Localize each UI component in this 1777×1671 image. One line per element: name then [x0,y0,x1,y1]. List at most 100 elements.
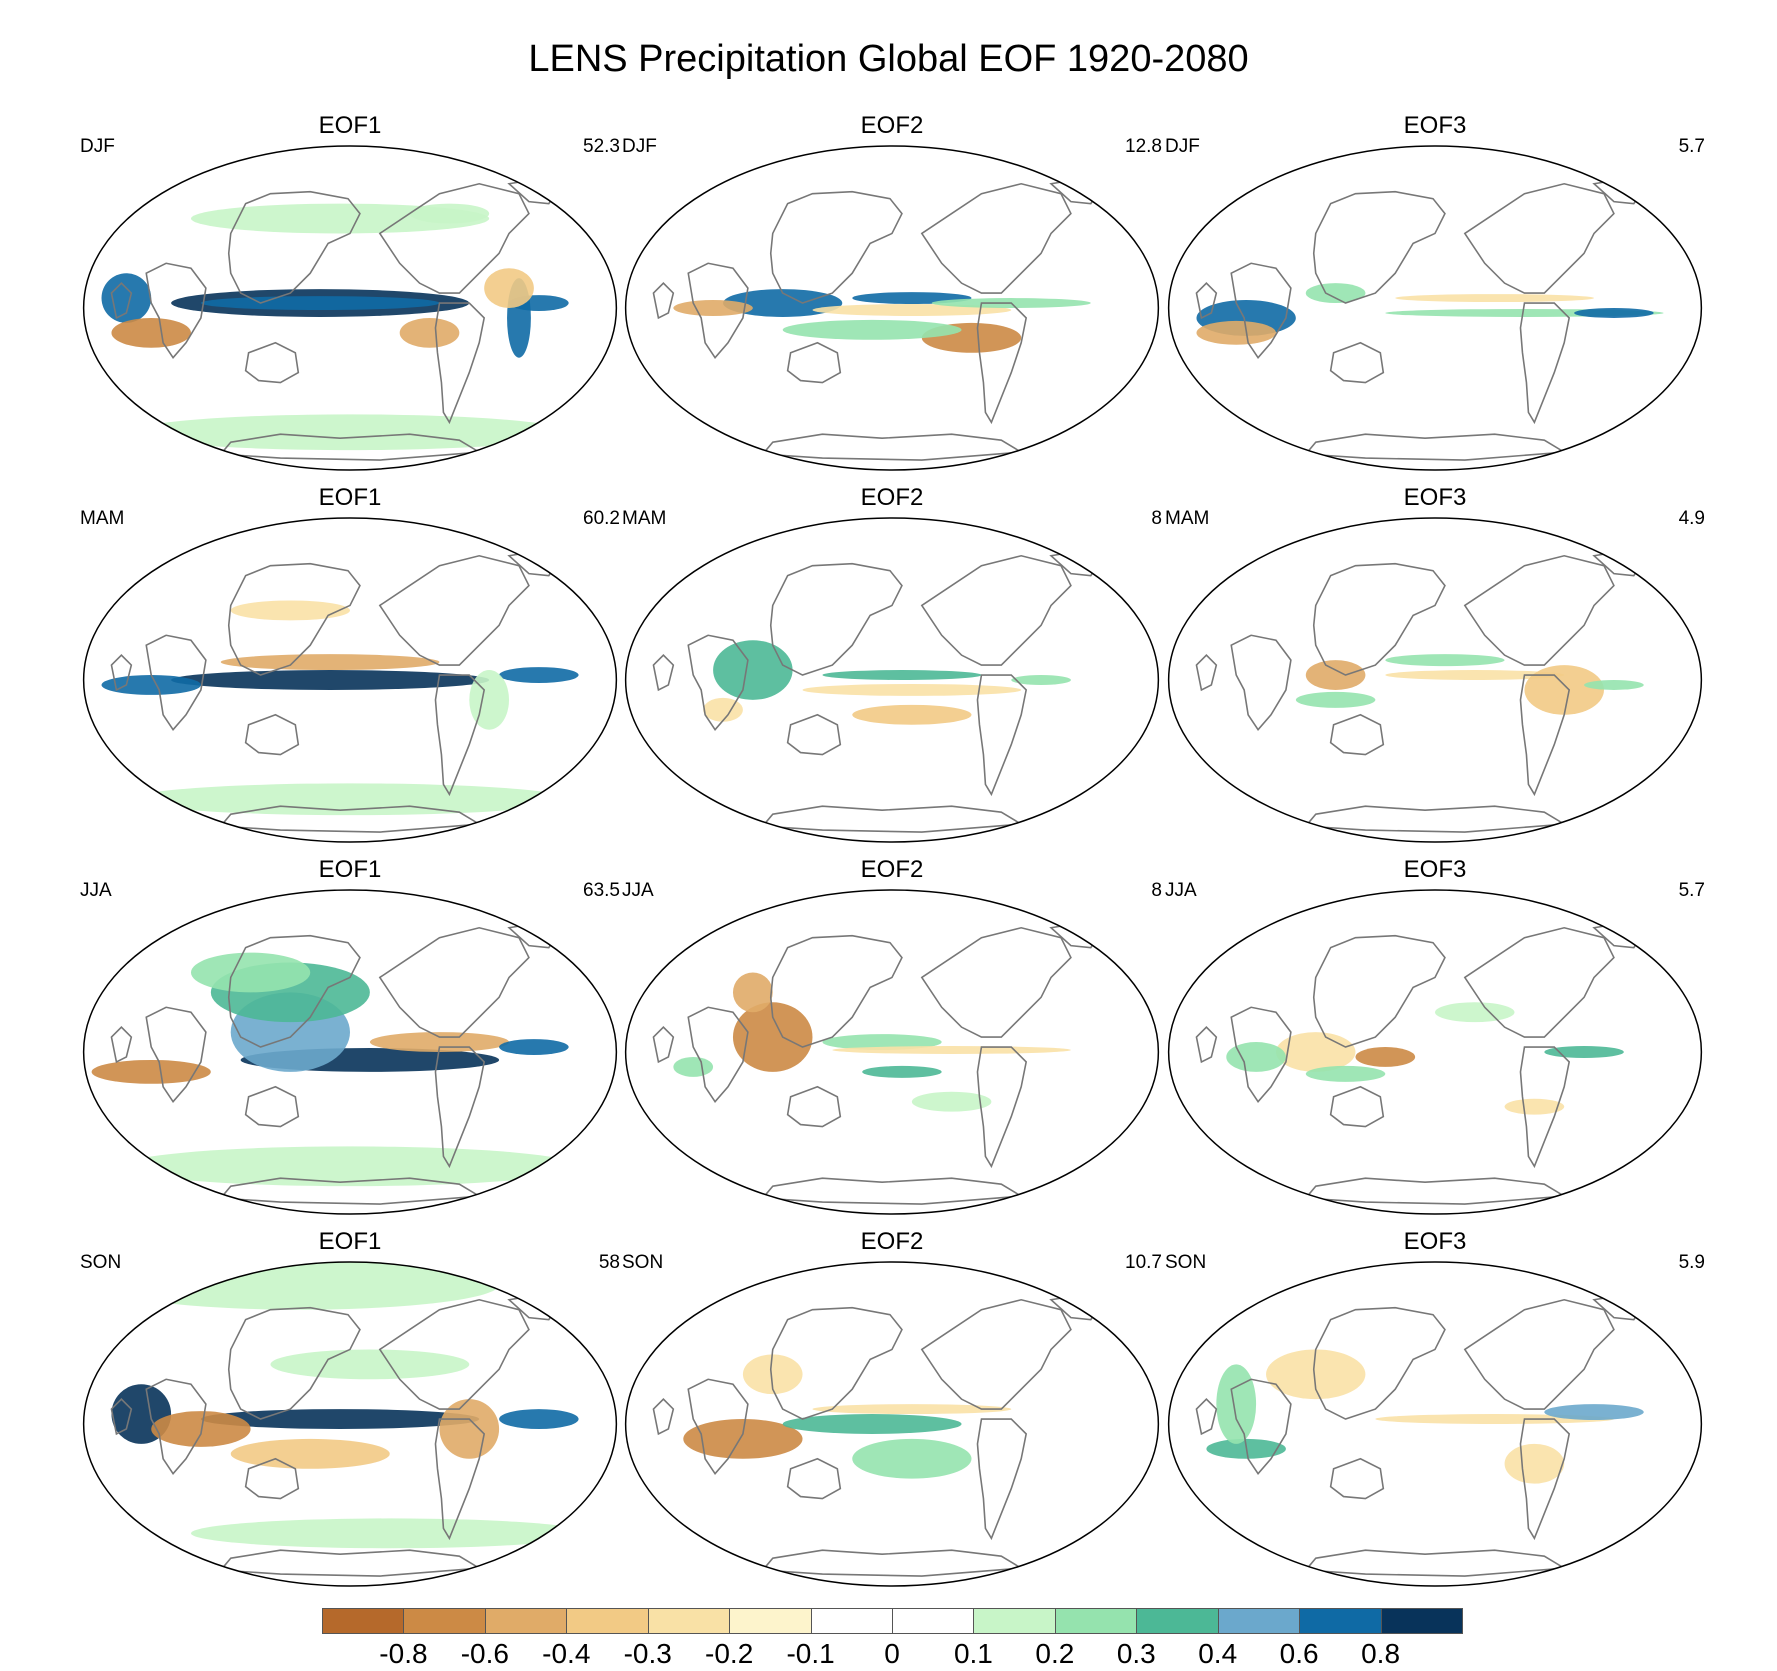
explained-variance-label: 8 [1151,508,1162,529]
explained-variance-label: 58 [598,1252,620,1273]
anomaly-patch [121,1146,579,1187]
map-panel-jja-eof2: EOF2 JJA 8 [622,856,1162,1216]
coastline [920,926,1072,1038]
coastline [1519,1046,1571,1169]
colorbar-tick-label: -0.8 [379,1638,428,1669]
coastline [434,1046,486,1169]
explained-variance-label: 63.5 [583,880,620,901]
colorbar-swatch [973,1608,1056,1634]
coastline [378,1298,530,1410]
eof-label: EOF3 [1403,112,1467,139]
map-border [82,889,618,1215]
coastline [227,1306,361,1420]
coastline [761,1549,1024,1577]
season-label: SON [80,1252,122,1273]
coastline [1304,805,1567,833]
colorbar-tick-label: 0.4 [1198,1638,1238,1669]
season-label: JJA [80,880,112,901]
anomaly-patch [782,319,962,340]
coastline [378,554,530,666]
season-label: DJF [80,136,115,157]
coastline [244,341,300,384]
anomaly-patch [190,1518,589,1549]
coastline [244,1085,300,1128]
coastline [786,1085,842,1128]
season-label: JJA [1165,880,1197,901]
colorbar-tick-label: 0.8 [1361,1638,1401,1669]
projection-map [1167,889,1703,1215]
coastline [219,433,482,461]
coastline [110,1398,133,1436]
anomaly-patch [101,1261,500,1310]
colorbar-swatch [892,1608,975,1634]
explained-variance-label: 12.8 [1125,136,1162,157]
coastline [434,302,486,425]
map-panel-mam-eof2: EOF2 MAM 8 [622,484,1162,844]
coastline [920,1298,1072,1410]
coastline [769,190,903,304]
coastline [227,934,361,1048]
anomaly-patch [369,1032,510,1052]
coastline [244,1457,300,1500]
colorbar-tick-label: 0.2 [1035,1638,1075,1669]
coastline [1304,1177,1567,1205]
anomaly-patch [1266,1349,1366,1400]
anomaly-patch [469,670,510,730]
season-label: SON [622,1252,664,1273]
anomaly-patch [131,783,569,816]
colorbar-swatch [810,1608,893,1634]
coastline [1195,654,1218,692]
coastline [110,282,133,320]
map-border [624,145,1160,471]
projection-map [624,1261,1160,1587]
anomaly-patch [1574,308,1654,318]
map-border [82,517,618,843]
coastline [434,1418,486,1541]
anomaly-patch [399,317,460,348]
anomaly-patch [1295,691,1376,708]
coastline [1329,1085,1385,1128]
colorbar-tick-label: -0.3 [623,1638,672,1669]
coastline [920,182,1072,294]
eof-label: EOF1 [318,112,382,139]
anomaly-patch [220,654,440,671]
anomaly-patch [409,203,490,224]
eof-label: EOF3 [1403,1228,1467,1255]
projection-map [1167,1261,1703,1587]
coastline [1312,1306,1446,1420]
anomaly-patch [673,300,753,316]
anomaly-patch [190,952,311,993]
coastline [378,182,530,294]
anomaly-patch [812,304,1012,316]
coastline [1463,182,1615,294]
coastline [145,262,207,360]
eof-label: EOF2 [860,1228,924,1255]
anomaly-patch [499,667,579,683]
colorbar-tick-label: -0.6 [460,1638,509,1669]
coastline [1195,1398,1218,1436]
anomaly-patch [742,1354,803,1395]
map-panel-son-eof1: EOF1 SON 58 [80,1228,620,1588]
anomaly-patch [91,1059,211,1084]
colorbar-swatch [647,1608,731,1634]
coastline [761,1177,1024,1205]
map-border [624,1261,1160,1587]
colorbar-swatch [1299,1608,1382,1634]
coastline [145,1378,207,1476]
anomaly-patch [1196,320,1276,345]
coastline [244,713,300,756]
eof-label: EOF2 [860,484,924,511]
anomaly-patch [111,317,191,348]
coastline [110,1026,133,1064]
coastline [1230,262,1292,360]
anomaly-patch [832,1046,1071,1054]
anomaly-patch [499,1409,579,1429]
projection-map [624,889,1160,1215]
coastline [1329,341,1385,384]
anomaly-patch [732,1002,813,1072]
coastline [1463,1298,1615,1410]
coastline [1230,1006,1292,1104]
anomaly-patch [230,1438,390,1469]
season-label: MAM [622,508,667,529]
map-border [1167,1261,1703,1587]
